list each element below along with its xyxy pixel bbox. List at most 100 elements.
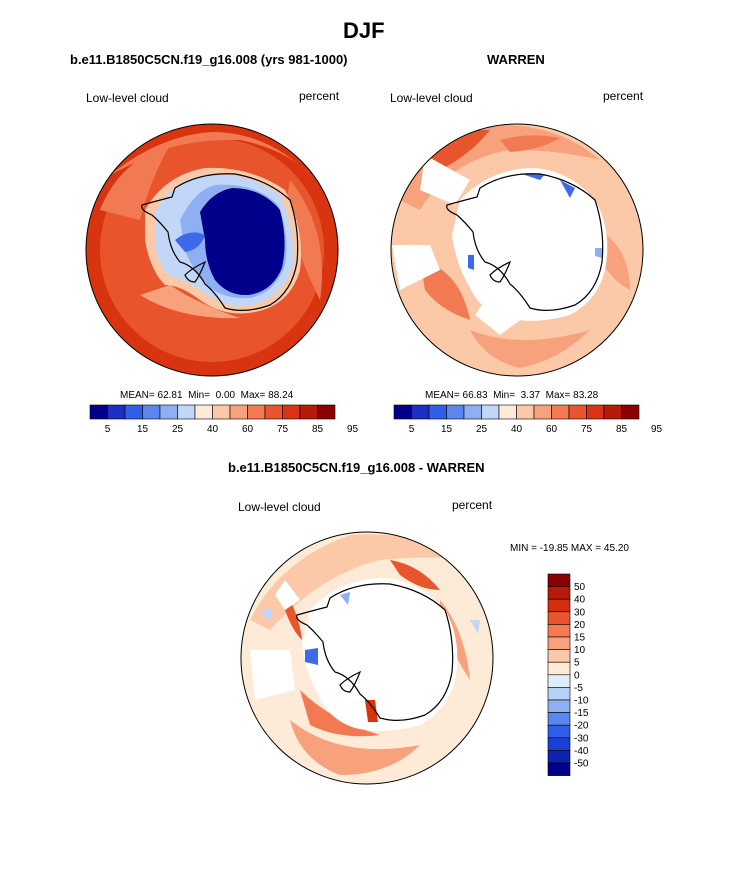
colorbar-tick-label: 40 [207, 424, 219, 435]
colorbar-segment [603, 404, 622, 420]
panel-3-title: b.e11.B1850C5CN.f19_g16.008 - WARREN [228, 460, 485, 475]
colorbar-tick-label: 30 [574, 607, 586, 618]
colorbar-tick-label: 25 [476, 424, 488, 435]
panel-2-max-value: 83.28 [573, 390, 599, 401]
colorbar-segment [533, 404, 552, 420]
colorbar-segment [481, 404, 500, 420]
colorbar-segment [282, 404, 301, 420]
panel-2-units-label: percent [603, 89, 644, 103]
panel-1-ice-light [155, 174, 294, 307]
colorbar-tick-label: 60 [242, 424, 254, 435]
colorbar-segment [446, 404, 465, 420]
colorbar-segment [393, 404, 412, 420]
colorbar-segment [124, 404, 143, 420]
panel-1-ice-outer [145, 167, 301, 314]
panel-1-stats: MEAN= 62.81 Min= 0.00 Max= 88.24 [120, 390, 294, 401]
panel-2-variable-label: Low-level cloud [390, 91, 473, 105]
colorbar-segment [547, 724, 571, 739]
panel-3-missing-data-interior [302, 578, 458, 731]
colorbar-segment [547, 674, 571, 688]
colorbar-tick-label: 95 [347, 424, 359, 435]
colorbar-segment [516, 404, 535, 420]
colorbar-segment [547, 762, 571, 776]
colorbar-tick-label: 15 [574, 633, 586, 644]
colorbar-segment [159, 404, 178, 420]
panel-1-antarctica-outline [141, 173, 299, 311]
colorbar-segment [547, 573, 571, 587]
panel-1-mean-value: 62.81 [157, 390, 183, 401]
colorbar-tick-label: -15 [574, 708, 589, 719]
colorbar-tick-label: 25 [172, 424, 184, 435]
colorbar-tick-label: 15 [441, 424, 453, 435]
colorbar-segment [547, 712, 571, 726]
colorbar-tick-label: -5 [574, 683, 583, 694]
colorbar-tick-label: 5 [574, 658, 580, 669]
colorbar-tick-label: 20 [574, 620, 586, 631]
colorbar-segment [498, 404, 517, 420]
panel-2-missing-data-interior [452, 168, 608, 321]
panel-1-title: b.e11.B1850C5CN.f19_g16.008 (yrs 981-100… [70, 52, 348, 67]
colorbar-segment [568, 404, 587, 420]
panel-1-ocean-fill [86, 124, 338, 376]
panel-1-colorbar: 5 15 25 40 60 75 85 95 [89, 404, 358, 435]
panel-1-ice-mid [180, 184, 287, 299]
colorbar-tick-label: -50 [574, 759, 589, 770]
colorbar-segment [411, 404, 430, 420]
colorbar-segment [547, 636, 571, 650]
colorbar-segment [428, 404, 447, 420]
colorbar-segment [547, 737, 571, 751]
panel-2-mean-value: 66.83 [462, 390, 488, 401]
colorbar-segment [89, 404, 108, 420]
colorbar-tick-label: -20 [574, 721, 589, 732]
colorbar-segment [177, 404, 196, 420]
panel-2-stats: MEAN= 66.83 Min= 3.37 Max= 83.28 [425, 390, 599, 401]
colorbar-tick-label: 40 [511, 424, 523, 435]
colorbar-segment [107, 404, 126, 420]
colorbar-tick-label: 60 [546, 424, 558, 435]
colorbar-tick-label: 75 [581, 424, 593, 435]
colorbar-tick-label: 15 [137, 424, 149, 435]
colorbar-segment [463, 404, 482, 420]
colorbar-segment [317, 404, 336, 420]
colorbar-tick-label: 85 [616, 424, 628, 435]
colorbar-segment [229, 404, 248, 420]
colorbar-tick-label: 85 [312, 424, 324, 435]
colorbar-tick-label: 5 [105, 424, 111, 435]
panel-2-colorbar: 5 15 25 40 60 75 85 95 [393, 404, 662, 435]
colorbar-tick-label: 5 [409, 424, 415, 435]
colorbar-segment [194, 404, 213, 420]
colorbar-segment [547, 699, 571, 713]
colorbar-tick-label: -40 [574, 746, 589, 757]
panel-2-antarctica-outline [446, 173, 604, 311]
panel-2-title: WARREN [487, 52, 545, 67]
colorbar-segment [142, 404, 161, 420]
colorbar-segment [264, 404, 283, 420]
panel-3-minmax: MIN = -19.85 MAX = 45.20 [510, 543, 629, 554]
colorbar-tick-label: 75 [277, 424, 289, 435]
page-title: DJF [343, 18, 385, 43]
colorbar-segment [547, 649, 571, 663]
colorbar-segment [547, 586, 571, 600]
panel-2-min-value: 3.37 [520, 390, 541, 401]
colorbar-tick-label: 40 [574, 595, 586, 606]
colorbar-segment [547, 661, 571, 676]
colorbar-segment [547, 611, 571, 625]
colorbar-tick-label: 0 [574, 670, 580, 681]
panel-3-variable-label: Low-level cloud [238, 500, 321, 514]
colorbar-tick-label: 10 [574, 645, 586, 656]
colorbar-segment [586, 404, 605, 420]
colorbar-segment [547, 624, 571, 638]
colorbar-segment [547, 750, 571, 764]
panel-1-units-label: percent [299, 89, 340, 103]
panel-3-antarctica-outline [296, 583, 454, 721]
colorbar-segment [547, 598, 571, 613]
colorbar-segment [299, 404, 318, 420]
colorbar-tick-label: -10 [574, 696, 589, 707]
colorbar-segment [551, 404, 570, 420]
colorbar-segment [247, 404, 266, 420]
colorbar-tick-label: 95 [651, 424, 663, 435]
colorbar-tick-label: 50 [574, 582, 586, 593]
colorbar-segment [547, 687, 571, 701]
panel-1-variable-label: Low-level cloud [86, 91, 169, 105]
